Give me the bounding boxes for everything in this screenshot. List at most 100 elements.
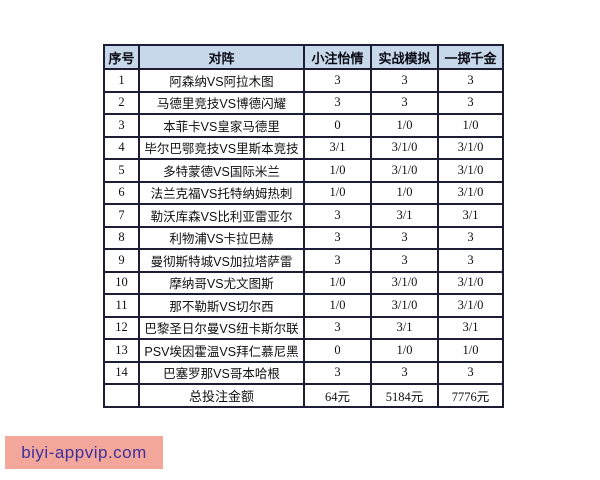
simulation-cell: 3/1/0 <box>370 135 439 160</box>
big-bet-cell: 3 <box>437 225 504 250</box>
simulation-cell: 3 <box>370 90 439 115</box>
matchup-cell: 利物浦VS卡拉巴赫 <box>138 225 305 250</box>
small-bet-cell: 3 <box>303 248 372 273</box>
row-number-cell: 14 <box>103 360 140 385</box>
table-row: 6 法兰克福VS托特纳姆热刺 1/0 1/0 3/1/0 <box>103 180 504 205</box>
matchup-cell: 那不勒斯VS切尔西 <box>138 293 305 318</box>
small-bet-cell: 1/0 <box>303 293 372 318</box>
table-row: 8 利物浦VS卡拉巴赫 3 3 3 <box>103 225 504 250</box>
header-row-number: 序号 <box>103 44 140 70</box>
simulation-cell: 3 <box>370 68 439 93</box>
big-bet-cell: 3/1 <box>437 315 504 340</box>
table-row: 14 巴塞罗那VS哥本哈根 3 3 3 <box>103 360 504 385</box>
simulation-cell: 3 <box>370 248 439 273</box>
big-bet-cell: 3 <box>437 360 504 385</box>
simulation-cell: 3/1 <box>370 315 439 340</box>
big-bet-cell: 3 <box>437 248 504 273</box>
watermark-url: biyi-appvip.com <box>21 442 147 462</box>
table-row: 5 多特蒙德VS国际米兰 1/0 3/1/0 3/1/0 <box>103 158 504 183</box>
matchup-cell: 毕尔巴鄂竞技VS里斯本竞技 <box>138 135 305 160</box>
simulation-cell: 1/0 <box>370 180 439 205</box>
big-bet-cell: 3/1/0 <box>437 270 504 295</box>
matchup-cell: PSV埃因霍温VS拜仁慕尼黑 <box>138 338 305 363</box>
row-number-cell: 12 <box>103 315 140 340</box>
header-small-bet: 小注怡情 <box>303 44 372 70</box>
table-row: 13 PSV埃因霍温VS拜仁慕尼黑 0 1/0 1/0 <box>103 338 504 363</box>
total-stake-label: 总投注金额 <box>138 383 305 408</box>
table-row: 10 摩纳哥VS尤文图斯 1/0 3/1/0 3/1/0 <box>103 270 504 295</box>
row-number-cell: 4 <box>103 135 140 160</box>
header-matchup: 对阵 <box>138 44 305 70</box>
row-number-cell: 5 <box>103 158 140 183</box>
big-bet-cell: 3/1/0 <box>437 180 504 205</box>
matchup-cell: 巴塞罗那VS哥本哈根 <box>138 360 305 385</box>
table-row: 1 阿森纳VS阿拉木图 3 3 3 <box>103 68 504 93</box>
table-row: 3 本菲卡VS皇家马德里 0 1/0 1/0 <box>103 113 504 138</box>
table-row: 7 勒沃库森VS比利亚雷亚尔 3 3/1 3/1 <box>103 203 504 228</box>
simulation-cell: 3/1 <box>370 203 439 228</box>
totals-row: 总投注金额 64元 5184元 7776元 <box>103 383 504 408</box>
matchup-cell: 多特蒙德VS国际米兰 <box>138 158 305 183</box>
small-bet-cell: 3 <box>303 315 372 340</box>
big-bet-cell: 3/1 <box>437 203 504 228</box>
row-number-cell: 9 <box>103 248 140 273</box>
total-big-bet: 7776元 <box>437 383 504 408</box>
big-bet-cell: 3/1/0 <box>437 135 504 160</box>
big-bet-cell: 1/0 <box>437 113 504 138</box>
table-header: 序号 对阵 小注怡情 实战模拟 一掷千金 <box>103 44 504 70</box>
row-number-cell: 1 <box>103 68 140 93</box>
row-number-cell: 8 <box>103 225 140 250</box>
row-number-cell: 7 <box>103 203 140 228</box>
simulation-cell: 3 <box>370 360 439 385</box>
small-bet-cell: 3 <box>303 68 372 93</box>
row-number-cell: 13 <box>103 338 140 363</box>
big-bet-cell: 3 <box>437 68 504 93</box>
row-number-cell: 11 <box>103 293 140 318</box>
simulation-cell: 3 <box>370 225 439 250</box>
table-footer: 总投注金额 64元 5184元 7776元 <box>103 383 504 408</box>
predictions-table-container: 序号 对阵 小注怡情 实战模拟 一掷千金 1 阿森纳VS阿拉木图 3 3 3 2 马德里竞技… <box>103 44 504 408</box>
matchup-cell: 马德里竞技VS博德闪耀 <box>138 90 305 115</box>
table-body: 1 阿森纳VS阿拉木图 3 3 3 2 马德里竞技VS博德闪耀 3 3 3 3 本菲卡VS皇家马德里 0… <box>103 68 504 385</box>
row-number-cell: 6 <box>103 180 140 205</box>
big-bet-cell: 3/1/0 <box>437 293 504 318</box>
predictions-table: 序号 对阵 小注怡情 实战模拟 一掷千金 1 阿森纳VS阿拉木图 3 3 3 2 马德里竞技… <box>103 44 504 408</box>
total-simulation: 5184元 <box>370 383 439 408</box>
matchup-cell: 巴黎圣日尔曼VS纽卡斯尔联 <box>138 315 305 340</box>
simulation-cell: 3/1/0 <box>370 293 439 318</box>
big-bet-cell: 3 <box>437 90 504 115</box>
big-bet-cell: 1/0 <box>437 338 504 363</box>
simulation-cell: 3/1/0 <box>370 270 439 295</box>
small-bet-cell: 3 <box>303 225 372 250</box>
small-bet-cell: 3 <box>303 360 372 385</box>
small-bet-cell: 1/0 <box>303 270 372 295</box>
total-small-bet: 64元 <box>303 383 372 408</box>
small-bet-cell: 1/0 <box>303 180 372 205</box>
big-bet-cell: 3/1/0 <box>437 158 504 183</box>
row-number-cell: 10 <box>103 270 140 295</box>
header-big-bet: 一掷千金 <box>437 44 504 70</box>
simulation-cell: 3/1/0 <box>370 158 439 183</box>
row-number-cell: 3 <box>103 113 140 138</box>
matchup-cell: 勒沃库森VS比利亚雷亚尔 <box>138 203 305 228</box>
small-bet-cell: 3 <box>303 203 372 228</box>
small-bet-cell: 1/0 <box>303 158 372 183</box>
table-row: 9 曼彻斯特城VS加拉塔萨雷 3 3 3 <box>103 248 504 273</box>
matchup-cell: 摩纳哥VS尤文图斯 <box>138 270 305 295</box>
watermark-badge: biyi-appvip.com <box>5 436 163 469</box>
table-row: 11 那不勒斯VS切尔西 1/0 3/1/0 3/1/0 <box>103 293 504 318</box>
row-number-cell: 2 <box>103 90 140 115</box>
small-bet-cell: 0 <box>303 113 372 138</box>
table-row: 12 巴黎圣日尔曼VS纽卡斯尔联 3 3/1 3/1 <box>103 315 504 340</box>
table-row: 4 毕尔巴鄂竞技VS里斯本竞技 3/1 3/1/0 3/1/0 <box>103 135 504 160</box>
simulation-cell: 1/0 <box>370 113 439 138</box>
matchup-cell: 阿森纳VS阿拉木图 <box>138 68 305 93</box>
table-row: 2 马德里竞技VS博德闪耀 3 3 3 <box>103 90 504 115</box>
matchup-cell: 本菲卡VS皇家马德里 <box>138 113 305 138</box>
footer-empty-cell <box>103 383 140 408</box>
matchup-cell: 曼彻斯特城VS加拉塔萨雷 <box>138 248 305 273</box>
matchup-cell: 法兰克福VS托特纳姆热刺 <box>138 180 305 205</box>
small-bet-cell: 0 <box>303 338 372 363</box>
small-bet-cell: 3/1 <box>303 135 372 160</box>
small-bet-cell: 3 <box>303 90 372 115</box>
